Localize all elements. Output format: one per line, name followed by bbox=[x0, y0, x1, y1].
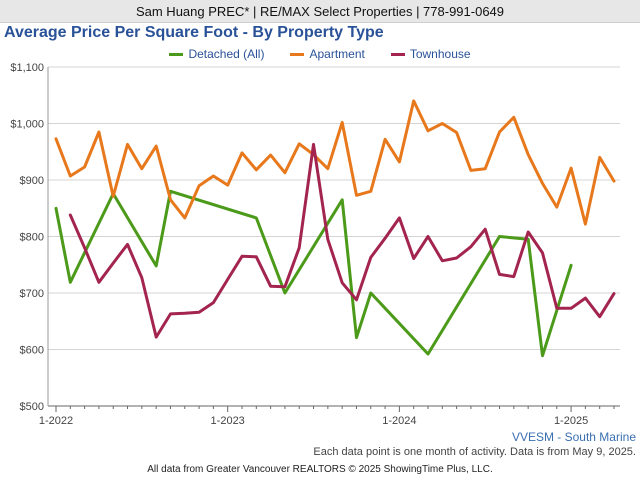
chart-title: Average Price Per Square Foot - By Prope… bbox=[4, 24, 384, 41]
x-tick-label: 1-2024 bbox=[382, 415, 416, 427]
x-tick-label: 1-2022 bbox=[39, 415, 73, 427]
legend-label-detached: Detached (All) bbox=[188, 47, 265, 61]
copyright-text: All data from Greater Vancouver REALTORS… bbox=[147, 464, 493, 475]
series-line-detached-all bbox=[54, 189, 573, 358]
legend-swatch-detached bbox=[169, 52, 184, 56]
series-line-apartment bbox=[54, 99, 616, 226]
legend-item-detached[interactable]: Detached (All) bbox=[169, 47, 264, 61]
data-note: Each data point is one month of activity… bbox=[313, 446, 636, 458]
x-tick-label: 1-2023 bbox=[211, 415, 245, 427]
agent-banner: Sam Huang PREC* | RE/MAX Select Properti… bbox=[0, 0, 640, 23]
agent-banner-text: Sam Huang PREC* | RE/MAX Select Properti… bbox=[135, 3, 505, 19]
x-tick-label: 1-2025 bbox=[554, 415, 588, 427]
y-tick-label: $900 bbox=[20, 175, 44, 187]
legend-swatch-apartment bbox=[290, 52, 305, 56]
legend-label-apartment: Apartment bbox=[309, 47, 365, 61]
y-tick-label: $500 bbox=[20, 401, 44, 413]
legend-swatch-townhouse bbox=[390, 52, 405, 56]
legend-item-townhouse[interactable]: Townhouse bbox=[390, 47, 471, 61]
y-tick-label: $1,000 bbox=[10, 119, 44, 131]
source-label: VVESM - South Marine bbox=[511, 430, 636, 444]
legend-label-townhouse: Townhouse bbox=[409, 47, 471, 61]
y-tick-label: $700 bbox=[20, 288, 44, 300]
y-tick-label: $1,100 bbox=[10, 62, 44, 74]
series-line-townhouse bbox=[68, 142, 616, 339]
chart-legend: Detached (All) Apartment Townhouse bbox=[0, 45, 640, 63]
y-tick-label: $800 bbox=[20, 232, 44, 244]
legend-item-apartment[interactable]: Apartment bbox=[290, 47, 365, 61]
y-tick-label: $600 bbox=[20, 345, 44, 357]
